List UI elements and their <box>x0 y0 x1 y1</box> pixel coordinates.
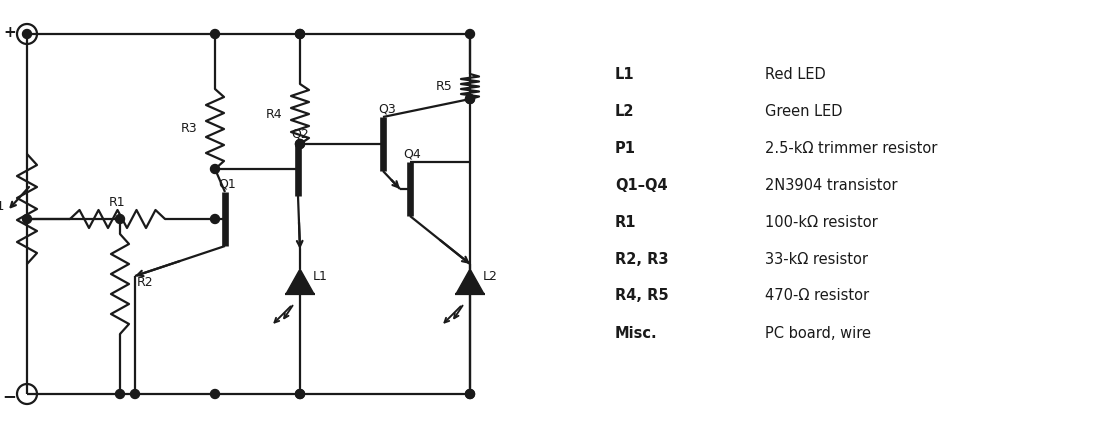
Circle shape <box>115 215 125 223</box>
Text: Q2: Q2 <box>291 128 309 140</box>
Circle shape <box>295 30 304 39</box>
Circle shape <box>466 390 474 399</box>
Text: L2: L2 <box>483 271 498 284</box>
Circle shape <box>210 165 219 173</box>
Text: −: − <box>2 387 15 405</box>
Text: 2N3904 transistor: 2N3904 transistor <box>765 178 897 192</box>
Circle shape <box>295 30 304 39</box>
Text: Misc.: Misc. <box>615 326 658 340</box>
Text: Green LED: Green LED <box>765 103 843 118</box>
Text: Q1: Q1 <box>218 178 236 190</box>
Text: 33-kΩ resistor: 33-kΩ resistor <box>765 251 868 267</box>
Circle shape <box>210 390 219 399</box>
Polygon shape <box>456 269 484 294</box>
Circle shape <box>295 390 304 399</box>
Circle shape <box>295 139 304 148</box>
Text: R2: R2 <box>137 276 154 288</box>
Text: Q3: Q3 <box>378 103 396 115</box>
Circle shape <box>466 95 474 103</box>
Text: P1: P1 <box>615 140 636 156</box>
Text: Red LED: Red LED <box>765 67 826 81</box>
Circle shape <box>210 30 219 39</box>
Circle shape <box>466 390 474 399</box>
Text: 100-kΩ resistor: 100-kΩ resistor <box>765 215 878 229</box>
Text: PC board, wire: PC board, wire <box>765 326 872 340</box>
Circle shape <box>295 139 304 148</box>
Text: L2: L2 <box>615 103 635 118</box>
Circle shape <box>22 30 31 39</box>
Circle shape <box>295 390 304 399</box>
Text: Q1–Q4: Q1–Q4 <box>615 178 668 192</box>
Polygon shape <box>286 269 314 294</box>
Text: 470-Ω resistor: 470-Ω resistor <box>765 288 869 304</box>
Text: L1: L1 <box>615 67 635 81</box>
Text: +: + <box>3 25 17 39</box>
Text: R3: R3 <box>180 123 197 136</box>
Text: R1: R1 <box>108 195 125 209</box>
Circle shape <box>115 390 125 399</box>
Text: R2, R3: R2, R3 <box>615 251 668 267</box>
Circle shape <box>466 95 474 103</box>
Text: Q4: Q4 <box>403 148 420 161</box>
Circle shape <box>131 390 139 399</box>
Text: P1: P1 <box>0 200 6 212</box>
Text: R1: R1 <box>615 215 636 229</box>
Text: L1: L1 <box>313 271 327 284</box>
Circle shape <box>466 30 474 39</box>
Text: R4: R4 <box>265 108 282 120</box>
Text: R4, R5: R4, R5 <box>615 288 669 304</box>
Text: 2.5-kΩ trimmer resistor: 2.5-kΩ trimmer resistor <box>765 140 938 156</box>
Text: R5: R5 <box>436 80 452 92</box>
Circle shape <box>22 215 31 223</box>
Circle shape <box>210 215 219 223</box>
